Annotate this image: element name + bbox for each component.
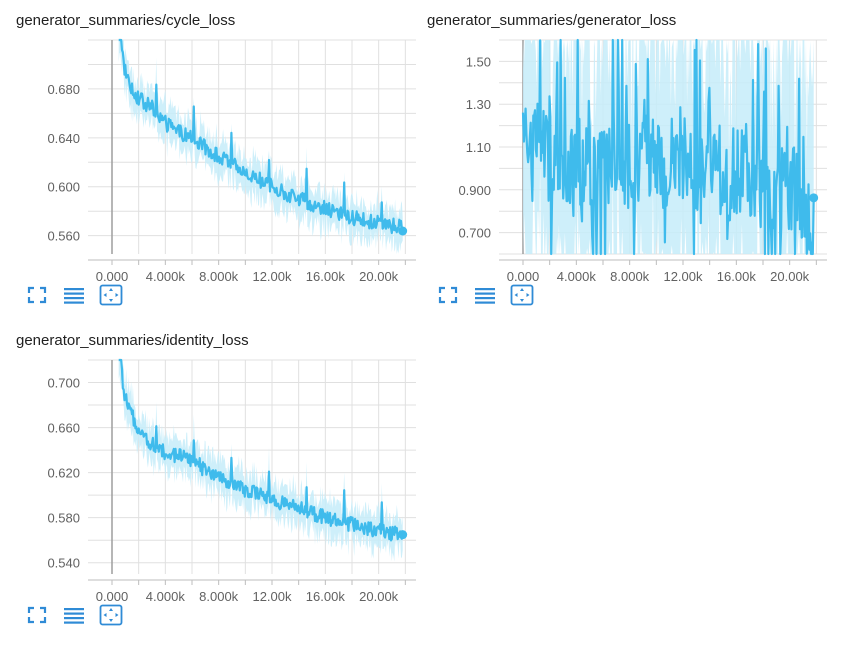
data-table-button[interactable] [61,286,87,308]
x-tick-label: 8.000k [199,589,239,604]
y-tick-label: 0.900 [458,183,491,198]
x-tick-label: 16.00k [717,269,757,284]
y-tick-label: 1.10 [466,140,491,155]
fit-domain-button[interactable] [98,604,124,631]
fit-domain-icon [510,284,534,311]
y-tick-label: 0.560 [47,229,80,244]
fullscreen-icon [438,286,458,309]
fit-domain-button[interactable] [98,284,124,311]
data-table-button[interactable] [61,606,87,628]
x-tick-label: 20.00k [770,269,810,284]
raw-band [118,40,403,254]
list-icon [474,286,496,309]
x-tick-label: 20.00k [359,269,399,284]
axis-ticks: 0.000 4.000k 8.000k 12.00k 16.00k 20.00k 0.540… [47,376,416,604]
y-tick-label: 0.680 [47,82,80,97]
raw-band [118,360,403,562]
x-tick-label: 0.000 [507,269,540,284]
y-tick-label: 0.540 [47,556,80,571]
x-tick-label: 4.000k [146,589,186,604]
chart-title: generator_summaries/identity_loss [16,332,249,349]
chart-toolbar [435,284,546,311]
chart-toolbar [24,284,135,311]
x-tick-label: 16.00k [306,589,346,604]
y-tick-label: 0.600 [47,180,80,195]
x-tick-label: 12.00k [663,269,703,284]
chart-svg[interactable]: 0.000 4.000k 8.000k 12.00k 16.00k 20.00k 0.560… [16,38,426,308]
x-tick-label: 8.000k [610,269,650,284]
y-tick-label: 1.30 [466,97,491,112]
y-tick-label: 0.620 [47,466,80,481]
series-line [118,358,404,542]
series-end-point [809,193,819,203]
smoothed-series[interactable] [521,38,819,256]
raw-data-band [118,360,403,562]
x-tick-label: 4.000k [557,269,597,284]
x-tick-label: 16.00k [306,269,346,284]
series-line [118,38,404,235]
fullscreen-icon [27,606,47,629]
smoothed-series[interactable] [118,38,408,236]
chart-card-identity-loss: generator_summaries/identity_loss 0.000 4… [16,332,426,632]
fullscreen-icon [27,286,47,309]
y-tick-label: 0.700 [458,226,491,241]
fullscreen-button[interactable] [24,606,50,628]
fit-domain-button[interactable] [509,284,535,311]
fullscreen-button[interactable] [24,286,50,308]
x-tick-label: 8.000k [199,269,239,284]
y-tick-label: 0.640 [47,131,80,146]
y-tick-label: 0.660 [47,421,80,436]
fullscreen-button[interactable] [435,286,461,308]
y-tick-label: 0.580 [47,511,80,526]
x-tick-label: 0.000 [96,269,129,284]
y-tick-label: 0.700 [47,376,80,391]
data-table-button[interactable] [472,286,498,308]
raw-data-band [118,40,403,254]
x-tick-label: 12.00k [252,269,292,284]
fit-domain-icon [99,284,123,311]
x-tick-label: 20.00k [359,589,399,604]
chart-card-cycle-loss: generator_summaries/cycle_loss 0.000 4.00… [16,12,426,312]
axis-ticks: 0.000 4.000k 8.000k 12.00k 16.00k 20.00k 0.700… [458,54,827,284]
chart-card-generator-loss: generator_summaries/generator_loss 0.000… [427,12,837,312]
series-end-point [398,530,408,540]
axis-ticks: 0.000 4.000k 8.000k 12.00k 16.00k 20.00k 0.560… [47,82,416,284]
chart-svg[interactable]: 0.000 4.000k 8.000k 12.00k 16.00k 20.00k 0.540… [16,358,426,628]
chart-toolbar [24,604,135,631]
list-icon [63,286,85,309]
chart-svg[interactable]: 0.000 4.000k 8.000k 12.00k 16.00k 20.00k 0.700… [427,38,837,308]
list-icon [63,606,85,629]
series-end-point [398,226,408,236]
chart-title: generator_summaries/generator_loss [427,12,677,29]
x-tick-label: 12.00k [252,589,292,604]
fit-domain-icon [99,604,123,631]
x-tick-label: 0.000 [96,589,129,604]
y-tick-label: 1.50 [466,54,491,69]
x-tick-label: 4.000k [146,269,186,284]
smoothed-series[interactable] [118,358,408,542]
chart-title: generator_summaries/cycle_loss [16,12,236,29]
series-line [521,38,815,256]
